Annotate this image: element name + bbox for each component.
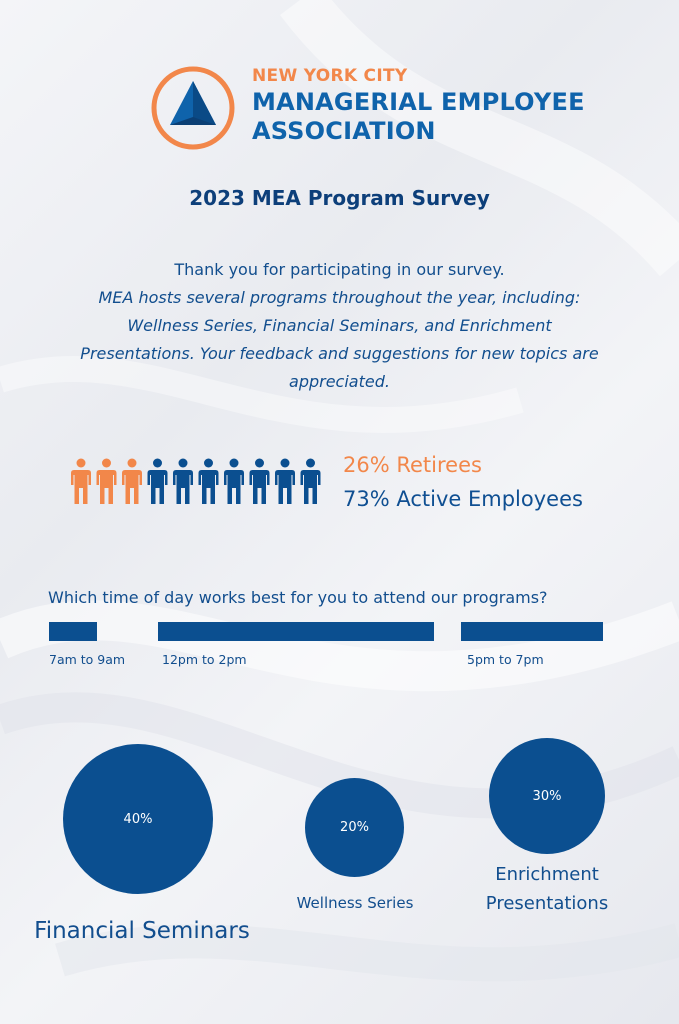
bar-label-5pm-7pm: 5pm to 7pm xyxy=(467,652,544,667)
active-person-icon xyxy=(224,458,244,504)
logo-city-text: NEW YORK CITY xyxy=(252,66,408,86)
bar-label-12pm-2pm: 12pm to 2pm xyxy=(162,652,247,667)
retiree-person-icon xyxy=(71,458,91,504)
retiree-person-icon xyxy=(122,458,142,504)
intro-description-text: MEA hosts several programs throughout th… xyxy=(80,288,599,391)
bar-7am-9am xyxy=(49,622,97,641)
logo-name-line2: ASSOCIATION xyxy=(252,117,436,145)
logo-name-line1: MANAGERIAL EMPLOYEE xyxy=(252,88,585,116)
active-person-icon xyxy=(147,458,168,504)
active-person-icon xyxy=(173,458,193,504)
intro-thanks: Thank you for participating in our surve… xyxy=(174,260,505,279)
bubble-wellness-series: 20% xyxy=(305,778,404,877)
intro-description: MEA hosts several programs throughout th… xyxy=(0,284,679,396)
bar-12pm-2pm xyxy=(158,622,434,641)
active-employee-stat: 73% Active Employees xyxy=(343,487,583,511)
bar-5pm-7pm xyxy=(461,622,603,641)
survey-title: 2023 MEA Program Survey xyxy=(189,186,490,210)
active-person-icon xyxy=(300,458,321,504)
retiree-person-icon xyxy=(96,458,117,504)
active-person-icon xyxy=(198,458,219,504)
bubble-enrichment-presentations: 30% xyxy=(489,738,605,854)
bar-label-7am-9am: 7am to 9am xyxy=(49,652,126,667)
label-enrichment-presentations: Enrichment Presentations xyxy=(485,864,609,914)
bubble-percent-enrichment: 30% xyxy=(532,788,562,804)
active-person-icon xyxy=(275,458,295,504)
bubble-percent-wellness: 20% xyxy=(340,820,369,835)
people-icons xyxy=(71,458,321,504)
bubble-financial-seminars: 40% xyxy=(63,744,213,894)
bubble-percent-financial: 40% xyxy=(123,811,153,827)
mea-logo-icon xyxy=(151,66,235,150)
time-question: Which time of day works best for you to … xyxy=(48,588,548,607)
retiree-stat: 26% Retirees xyxy=(343,453,482,477)
active-person-icon xyxy=(249,458,270,504)
label-financial-seminars: Financial Seminars xyxy=(34,918,250,944)
label-wellness-series: Wellness Series xyxy=(296,894,414,912)
